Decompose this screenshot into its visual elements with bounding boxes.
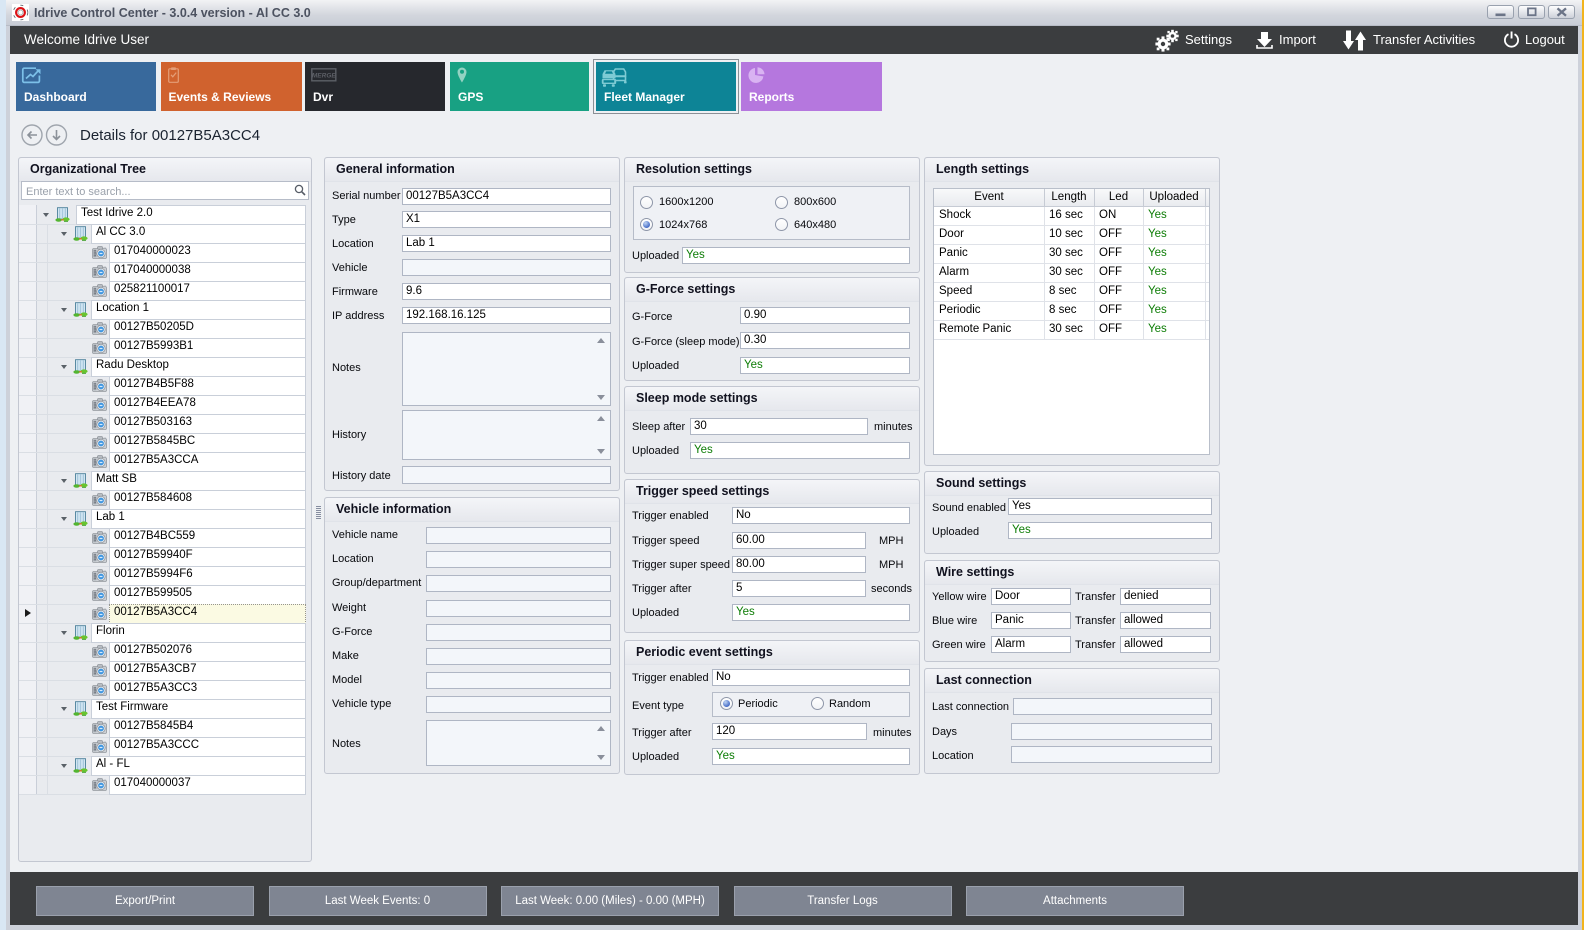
svg-text:MERGE: MERGE xyxy=(312,73,337,80)
